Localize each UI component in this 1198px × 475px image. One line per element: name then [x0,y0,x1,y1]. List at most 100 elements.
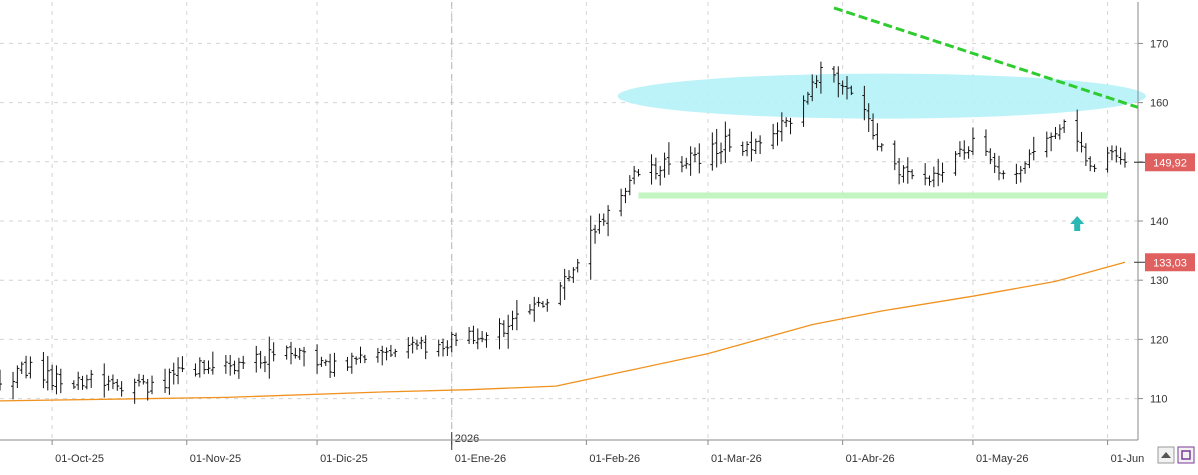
ohlc-bar [319,356,324,367]
ohlc-bar [784,117,789,128]
ohlc-bar [562,268,567,300]
ohlc-bar [1122,152,1127,168]
ohlc-bar [1031,136,1036,161]
ohlc-bar [223,355,228,374]
ellipse-annotation-layer [617,73,1146,119]
ohlc-bar [1062,119,1067,133]
ohlc-bar [862,85,867,121]
ohlc-bar [636,169,641,177]
resistance-trendline [833,6,1139,109]
ohlc-bar [931,166,936,188]
ohlc-bar [849,85,854,96]
ohlc-bar [567,270,571,282]
corner-button-frame [1177,446,1195,464]
ohlc-bar [106,375,111,391]
ohlc-bar [323,359,328,367]
ohlc-bar [875,123,880,151]
price-label-box [1145,153,1195,172]
ohlc-bar [719,142,724,165]
ohlc-bar [28,356,33,379]
ohlc-bar [1049,132,1054,152]
ohlc-bar [232,360,237,375]
ohlc-bar [293,347,298,359]
ohlc-bar [623,187,628,204]
ohlc-bar [606,205,611,237]
ohlc-bar [571,267,576,283]
ohlc-bar [801,95,806,127]
ohlc-bar [71,380,76,389]
ohlc-bar [388,344,393,357]
ohlc-bar [0,369,2,391]
ohlc-bar [358,346,363,364]
ohlc-bar [936,158,941,187]
ohlc-bar [753,138,758,154]
ohlc-bar [497,318,502,350]
y-tick-label: 130 [1150,275,1168,287]
ohlc-bar [510,310,515,331]
ohlc-bar [692,147,697,163]
x-tick-label: 01-Mar-26 [711,453,762,465]
ma-price-label: 133,03 [1153,257,1187,269]
x-tick-label: 01-May-26 [976,453,1029,465]
ohlc-bar [419,336,424,350]
ohlc-bar [779,112,784,142]
ohlc-bar [414,339,419,350]
moving-average-layer [0,261,1126,402]
ohlc-bar [241,355,246,370]
ohlc-bar [588,215,593,280]
ohlc-bar [11,371,16,400]
ohlc-bar [441,338,446,357]
ohlc-bar [831,66,836,83]
ohlc-bar [1109,145,1114,161]
ohlc-bar [475,328,480,350]
ohlc-bar [206,360,211,374]
ohlc-bar [467,327,472,344]
ohlc-bar [697,143,702,174]
ohlc-bar [484,332,489,348]
ohlc-bar [328,353,333,378]
ohlc-bar [527,304,532,315]
ohlc-bar [575,258,580,273]
x-tick-label: 01-Dic-25 [320,453,368,465]
ohlc-bar [775,122,780,146]
ohlc-bar [267,336,272,379]
ohlc-bar [658,165,663,186]
ohlc-bar [927,175,932,186]
ohlc-bar [1023,161,1028,174]
ohlc-bar [1105,147,1110,173]
ohlc-bar [210,351,215,375]
ohlc-bar [1044,131,1049,158]
ohlc-bar [558,281,563,306]
ohlc-bar [988,148,993,165]
ohlc-bar [844,76,849,100]
ohlc-bar [514,299,519,331]
ohlc-bar [297,347,302,360]
ohlc-bar [15,365,20,389]
ohlc-bar [150,375,155,395]
ohlc-bar [284,345,289,360]
ohlc-bar [788,117,793,135]
ohlc-bar [236,357,241,379]
ohlc-bar [1014,163,1019,184]
ohlc-bar [76,371,81,390]
ohlc-bar [540,301,545,308]
ohlc-bar [24,355,29,379]
ohlc-bar [536,297,541,307]
ohlc-bar [714,128,719,168]
ohlc-bar [771,123,776,150]
ohlc-bar [254,345,259,373]
ohlc-bar [627,175,632,196]
ohlc-bar [375,347,380,363]
x-tick-label: 01-Jun [1111,453,1145,465]
ohlc-bar [666,142,671,175]
ohlc-bar [840,80,845,95]
ohlc-bar [193,363,198,377]
ohlc-bar [871,113,876,140]
ohlc-bar [19,361,24,374]
price-labels: 149,92 133,03 [1134,153,1195,272]
ohlc-bar [818,61,823,94]
ohlc-bar [228,354,233,376]
ohlc-bar [197,357,202,378]
ohlc-bar [966,146,971,159]
ohlc-bar [119,381,124,397]
